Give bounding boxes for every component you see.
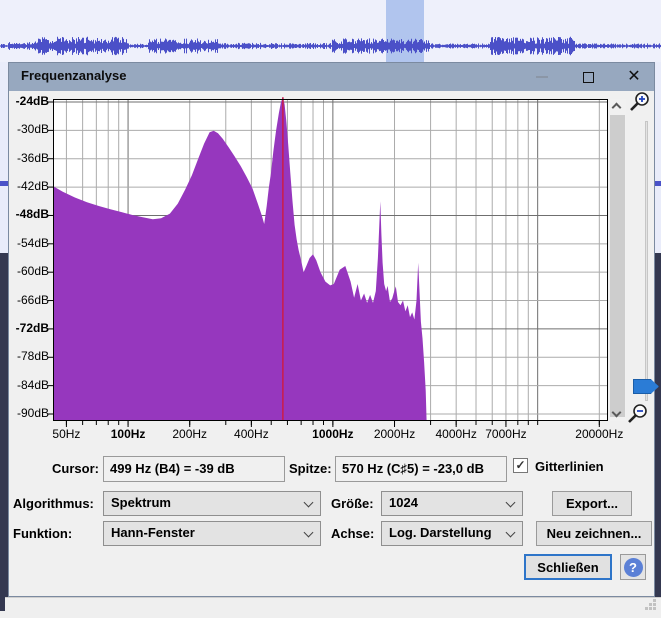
dialog-titlebar[interactable]: Frequenzanalyse ✕ <box>9 63 654 91</box>
chevron-down-icon <box>505 497 516 508</box>
chevron-down-icon <box>303 527 314 538</box>
resize-grip-icon[interactable] <box>645 598 657 616</box>
peak-label: Spitze: <box>289 461 332 476</box>
x-axis-tick-label: 20000Hz <box>575 427 624 441</box>
algorithm-select[interactable]: Spektrum <box>103 491 321 516</box>
x-axis-tick-label: 4000Hz <box>435 427 477 441</box>
spectrum-chart[interactable] <box>9 63 656 598</box>
chevron-down-icon <box>505 527 516 538</box>
axis-select[interactable]: Log. Darstellung <box>381 521 523 546</box>
algorithm-label: Algorithmus: <box>13 496 94 511</box>
zoom-out-icon[interactable] <box>625 402 651 433</box>
y-axis-tick-label: -72dB <box>15 320 49 335</box>
axis-label: Achse: <box>331 526 375 541</box>
close-icon: ✕ <box>627 68 641 85</box>
close-button[interactable]: ✕ <box>617 63 651 91</box>
x-axis-tick-label: 200Hz <box>172 427 208 441</box>
y-axis-tick-label: -66dB <box>16 292 49 307</box>
scrollbar-down-icon[interactable] <box>611 407 622 420</box>
size-value: 1024 <box>389 495 418 510</box>
help-button[interactable]: ? <box>620 554 646 580</box>
x-axis-tick-label: 7000Hz <box>485 427 527 441</box>
frequency-analysis-dialog: Frequenzanalyse ✕ -24dB -30dB -36dB -42dB -4… <box>8 62 659 598</box>
peak-readout: 570 Hz (C♯5) = -23,0 dB <box>335 456 507 482</box>
x-axis-tick-label: 100Hz <box>110 427 146 441</box>
zoom-in-icon[interactable] <box>627 90 653 121</box>
audio-track-strip[interactable] <box>0 0 661 62</box>
redraw-button[interactable]: Neu zeichnen... <box>536 521 652 546</box>
y-axis-tick-label: -54dB <box>16 235 49 250</box>
background-notch <box>0 597 5 611</box>
y-axis-tick-label: -42dB <box>16 179 49 194</box>
function-value: Hann-Fenster <box>111 525 195 540</box>
y-axis-tick-label: -78dB <box>16 349 49 364</box>
maximize-icon <box>582 71 594 83</box>
y-axis-tick-label: -90dB <box>16 406 49 420</box>
dialog-title: Frequenzanalyse <box>21 68 127 83</box>
size-select[interactable]: 1024 <box>381 491 523 516</box>
export-button[interactable]: Export... <box>552 491 632 516</box>
plot-scrollbar[interactable] <box>609 99 626 421</box>
y-axis-tick-label: -48dB <box>15 207 49 222</box>
window-bottom-strip <box>0 597 661 618</box>
cursor-label: Cursor: <box>52 461 99 476</box>
x-axis-tick-label: 2000Hz <box>373 427 416 441</box>
x-axis-tick-label: 50Hz <box>52 427 81 441</box>
y-axis-tick-label: -84dB <box>16 377 49 392</box>
axis-value: Log. Darstellung <box>389 525 492 540</box>
y-axis-tick-label: -24dB <box>15 94 49 108</box>
y-axis-tick-label: -30dB <box>16 122 49 137</box>
zoom-slider-thumb[interactable] <box>633 379 659 394</box>
y-axis-tick-label: -36dB <box>16 150 49 165</box>
y-axis-tick-label: -60dB <box>16 264 49 279</box>
gridlines-checkbox[interactable]: ✓ <box>513 458 528 473</box>
x-axis-tick-label: 400Hz <box>234 427 269 441</box>
function-label: Funktion: <box>13 526 73 541</box>
waveform <box>0 36 661 56</box>
scrollbar-up-icon[interactable] <box>611 100 622 113</box>
cursor-readout: 499 Hz (B4) = -39 dB <box>103 456 285 482</box>
close-dialog-button[interactable]: Schließen <box>524 554 612 580</box>
minimize-button[interactable] <box>525 63 559 91</box>
gridlines-label: Gitterlinien <box>535 459 604 474</box>
x-axis-tick-label: 1000Hz <box>312 427 354 441</box>
help-icon: ? <box>623 557 643 577</box>
chevron-down-icon <box>303 497 314 508</box>
minimize-icon <box>536 76 548 78</box>
function-select[interactable]: Hann-Fenster <box>103 521 321 546</box>
maximize-button[interactable] <box>571 63 605 91</box>
size-label: Größe: <box>331 496 374 511</box>
scrollbar-thumb[interactable] <box>610 115 625 417</box>
zoom-slider-track[interactable] <box>645 121 648 401</box>
algorithm-value: Spektrum <box>111 495 171 510</box>
